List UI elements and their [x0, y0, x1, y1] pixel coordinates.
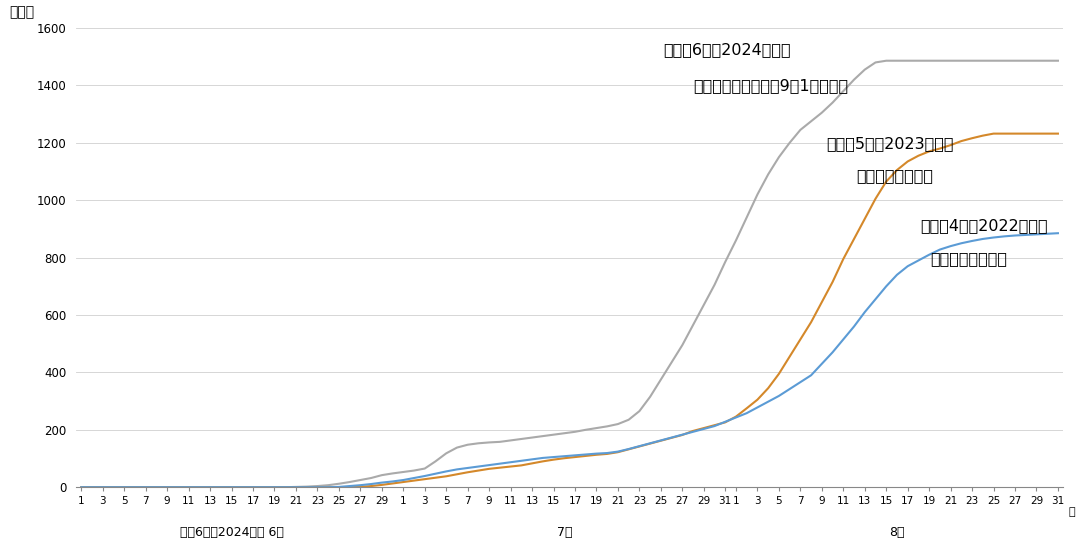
- Text: のべ１４８６地域（9月1日まで）: のべ１４８６地域（9月1日まで）: [693, 78, 848, 94]
- Text: 日: 日: [1069, 507, 1075, 517]
- Text: のべ１２３２地域: のべ１２３２地域: [856, 168, 933, 183]
- Text: 令和6年（2024年） 6月: 令和6年（2024年） 6月: [180, 526, 283, 539]
- Text: 8月: 8月: [890, 526, 905, 539]
- Text: 【令和6年（2024年）】: 【令和6年（2024年）】: [663, 42, 791, 57]
- Y-axis label: 地域数: 地域数: [9, 5, 35, 19]
- Text: のべ　８８９地域: のべ ８８９地域: [930, 251, 1007, 265]
- Text: 【令和4年（2022年）】: 【令和4年（2022年）】: [920, 218, 1048, 234]
- Text: 【令和5年（2023年）】: 【令和5年（2023年）】: [827, 136, 954, 151]
- Text: 7月: 7月: [557, 526, 572, 539]
